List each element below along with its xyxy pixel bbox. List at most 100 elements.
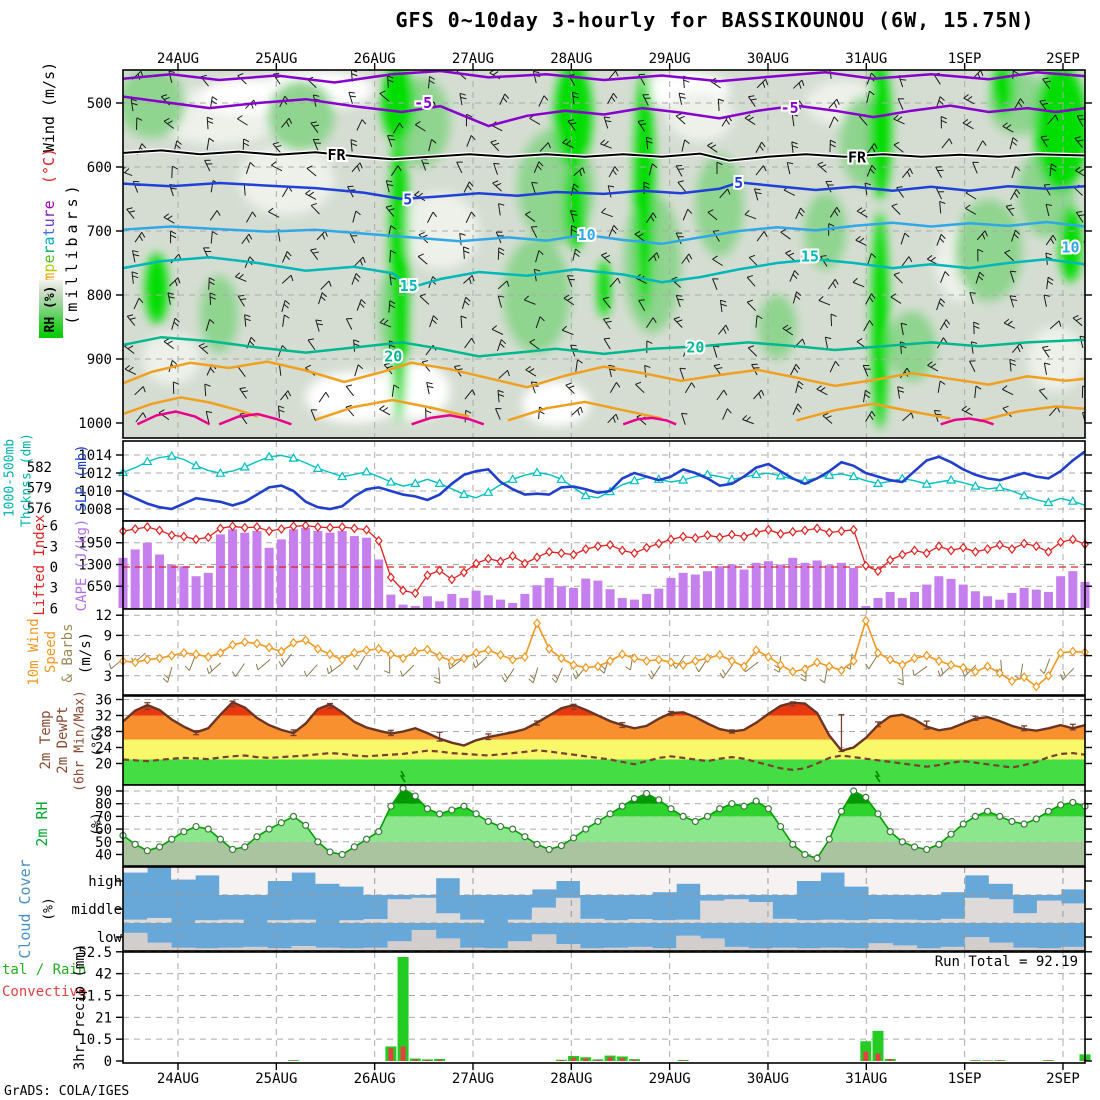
cape-bar bbox=[1056, 576, 1066, 608]
li-tick-label: 0 bbox=[50, 560, 58, 576]
cloud-bar-middle bbox=[676, 919, 701, 923]
cape-bar bbox=[654, 588, 664, 608]
lifted-index-axis-label: Lifted Index bbox=[32, 514, 48, 616]
cape-bar bbox=[946, 578, 956, 608]
precip-convective-bar bbox=[863, 1051, 869, 1061]
cloud-bar-high bbox=[988, 867, 1014, 884]
cape-axis-label: CAPE (J/kg) bbox=[74, 518, 90, 612]
cloud-bar-low bbox=[940, 946, 966, 951]
cloud-bar-low bbox=[628, 946, 653, 951]
temp-contour-25-low bbox=[507, 400, 662, 422]
precip-total-bar bbox=[872, 1030, 884, 1061]
cape-bar bbox=[739, 569, 749, 608]
wind-tick-label: 9 bbox=[104, 628, 112, 644]
run-total-label: Run Total = 92.19 bbox=[935, 954, 1078, 970]
precip-tick-label: 10.5 bbox=[78, 1032, 112, 1048]
bottom-axis-day-label: 30AUG bbox=[747, 1071, 789, 1087]
cloud-bar-middle bbox=[147, 917, 172, 923]
cape-bar bbox=[958, 584, 968, 608]
cape-bar bbox=[203, 572, 213, 608]
top-axis-day-label: 26AUG bbox=[354, 51, 396, 67]
panel-cloud-cover: high middle low bbox=[71, 866, 1092, 952]
cape-bar bbox=[313, 531, 323, 608]
cloud-bar-low bbox=[195, 948, 220, 951]
cape-tick-label: 1300 bbox=[78, 557, 112, 573]
cape-bar bbox=[483, 595, 493, 608]
thickness-tick-label: 582 bbox=[27, 460, 52, 476]
precip-convective-bar bbox=[607, 1057, 613, 1061]
cloud-bar-low bbox=[604, 947, 629, 951]
cape-bar bbox=[410, 605, 420, 608]
li-tick-label: -3 bbox=[41, 539, 58, 555]
cape-bar bbox=[1043, 591, 1053, 608]
cloud-bar-high bbox=[1012, 867, 1038, 895]
cloud-bar-high bbox=[363, 867, 389, 895]
cape-bar bbox=[386, 594, 396, 608]
temp-contour-25-low bbox=[315, 398, 470, 421]
cape-bar bbox=[776, 564, 786, 608]
cape-bar bbox=[751, 562, 761, 608]
precip-total-bar bbox=[860, 1041, 872, 1061]
temp2m-axis-label-1: 2m Temp bbox=[38, 710, 54, 770]
rh-tick-label: 70 bbox=[95, 809, 112, 825]
cape-bar bbox=[910, 591, 920, 608]
cape-bar bbox=[301, 527, 311, 608]
cloud-bar-low bbox=[892, 945, 918, 951]
cloud-bar-middle bbox=[291, 919, 316, 923]
precip-convective-bar bbox=[583, 1058, 589, 1061]
wind-tick-label: 6 bbox=[104, 649, 112, 665]
cape-bar bbox=[337, 531, 347, 608]
cloud-bar-high bbox=[531, 867, 557, 890]
temp2m-line bbox=[122, 700, 1086, 753]
cape-bar bbox=[678, 572, 688, 608]
temp-tick-label: 28 bbox=[95, 725, 112, 741]
precip-tick-label: 0 bbox=[104, 1054, 112, 1070]
precip-convective-bar bbox=[985, 1060, 991, 1061]
cloud-bar-high bbox=[820, 867, 845, 873]
cloud-bar-middle bbox=[507, 919, 533, 923]
cloud-bar-low bbox=[555, 944, 581, 951]
wind10m-barbs bbox=[108, 652, 1075, 686]
temp-tick-label: 32 bbox=[95, 709, 112, 725]
cape-bar bbox=[934, 576, 944, 608]
precip-convective-bar bbox=[887, 1059, 893, 1061]
wind-barb-field bbox=[123, 70, 1085, 426]
cape-bar bbox=[727, 564, 737, 608]
cape-bar bbox=[264, 547, 274, 608]
temp-unit-label: (°C) bbox=[40, 147, 58, 185]
rh2m-frame bbox=[122, 784, 1086, 867]
precip-convective-legend: Convective bbox=[2, 984, 87, 1000]
cloud-bar-high bbox=[1036, 867, 1062, 895]
mb-tick-label: 900 bbox=[87, 352, 112, 368]
cloud-bar-middle bbox=[531, 907, 557, 923]
mb-tick-label: 500 bbox=[87, 96, 112, 112]
thickness-tick-label: 576 bbox=[27, 501, 52, 517]
cloud-bar-high bbox=[892, 867, 918, 895]
cloud-bar-high bbox=[291, 867, 316, 873]
cloud-bar-low bbox=[772, 947, 797, 951]
cape-bar bbox=[276, 539, 286, 608]
precip-convective-bar bbox=[400, 1046, 406, 1061]
cloud-bar-high bbox=[796, 867, 821, 881]
precip-convective-bar bbox=[997, 1060, 1003, 1061]
temp-contour-20 bbox=[123, 335, 1085, 358]
temp-contour-30 bbox=[940, 417, 994, 426]
precip-convective-bar bbox=[1045, 1060, 1051, 1061]
cloud-bar-middle bbox=[700, 900, 725, 923]
rh2m-unit-label: (%) bbox=[89, 812, 105, 836]
panel-cape-li: 650 1300 1950 -6 -3 0 3 6 bbox=[41, 519, 1092, 617]
thickness-tick-label: 579 bbox=[27, 481, 52, 497]
slp-tick-label: 1008 bbox=[78, 502, 112, 518]
temp-contour-25-low bbox=[796, 402, 951, 422]
top-axis-day-label: 30AUG bbox=[747, 51, 789, 67]
temp-contour-15-label: 15 bbox=[400, 277, 418, 295]
cape-bar bbox=[191, 576, 201, 608]
precip-tick-label: 21 bbox=[95, 1010, 112, 1026]
wind10m-axis-label-3: & Barbs bbox=[60, 623, 76, 683]
cloud-bar-high bbox=[700, 867, 725, 895]
mb-tick-label: 1000 bbox=[78, 416, 112, 432]
cloud-bar-high bbox=[604, 867, 629, 895]
thickness-axis-label-1: 1000-500mb bbox=[2, 438, 18, 518]
